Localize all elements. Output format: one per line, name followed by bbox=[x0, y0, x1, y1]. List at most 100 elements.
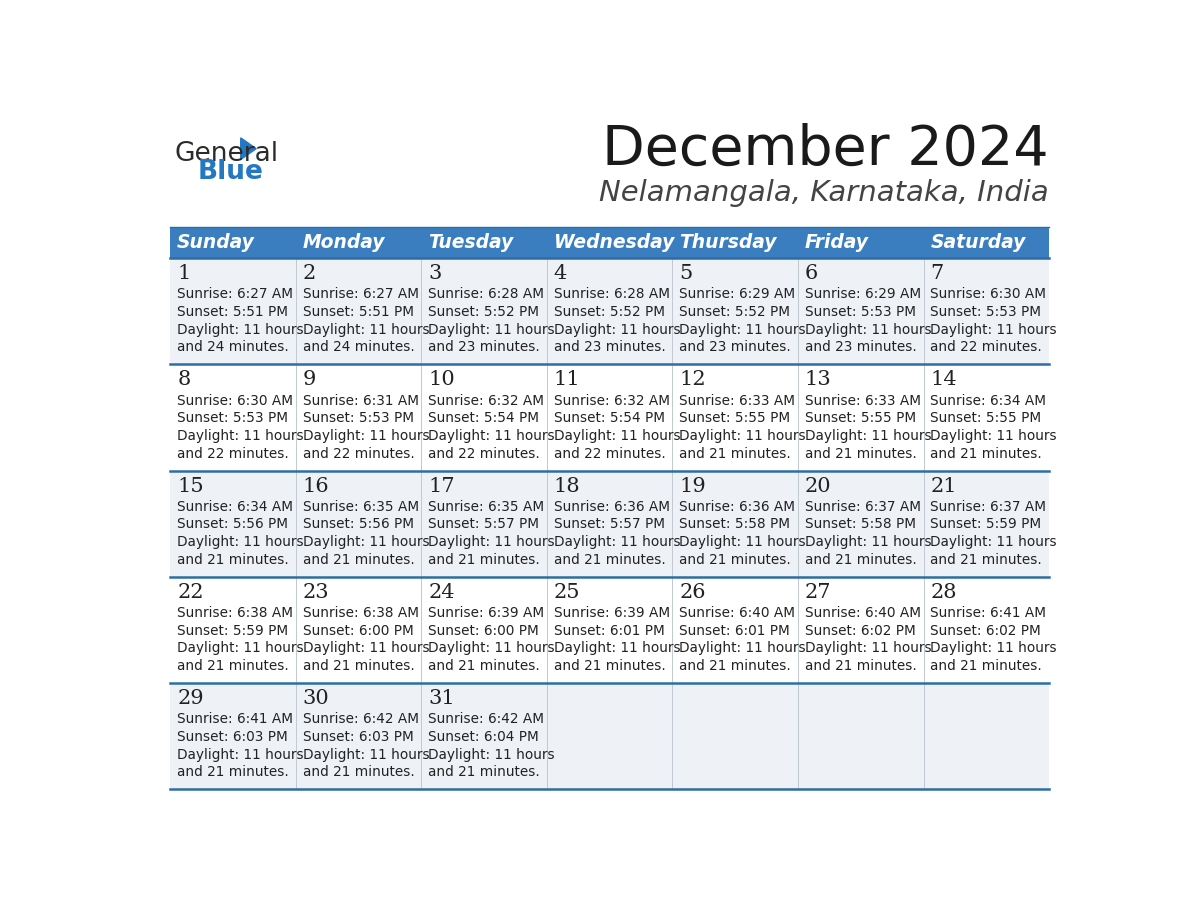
Text: Daylight: 11 hours: Daylight: 11 hours bbox=[429, 642, 555, 655]
Text: Daylight: 11 hours: Daylight: 11 hours bbox=[680, 535, 805, 549]
Text: 16: 16 bbox=[303, 476, 329, 496]
Text: 19: 19 bbox=[680, 476, 706, 496]
Text: 28: 28 bbox=[930, 583, 958, 602]
Text: Sunrise: 6:30 AM: Sunrise: 6:30 AM bbox=[930, 287, 1047, 301]
Text: Sunrise: 6:42 AM: Sunrise: 6:42 AM bbox=[429, 712, 544, 726]
Text: Daylight: 11 hours: Daylight: 11 hours bbox=[177, 429, 304, 443]
Text: 26: 26 bbox=[680, 583, 706, 602]
Text: Daylight: 11 hours: Daylight: 11 hours bbox=[303, 535, 429, 549]
Text: and 21 minutes.: and 21 minutes. bbox=[177, 766, 289, 779]
Text: 27: 27 bbox=[805, 583, 832, 602]
Text: General: General bbox=[175, 141, 278, 167]
Text: 23: 23 bbox=[303, 583, 329, 602]
Text: and 21 minutes.: and 21 minutes. bbox=[805, 447, 917, 461]
Bar bbox=[170, 471, 1049, 577]
Text: Sunrise: 6:38 AM: Sunrise: 6:38 AM bbox=[303, 606, 418, 620]
Text: Sunrise: 6:34 AM: Sunrise: 6:34 AM bbox=[930, 394, 1047, 408]
Text: Blue: Blue bbox=[197, 160, 264, 185]
Text: Daylight: 11 hours: Daylight: 11 hours bbox=[554, 535, 681, 549]
Text: Sunset: 5:57 PM: Sunset: 5:57 PM bbox=[429, 518, 539, 532]
Text: Sunset: 6:01 PM: Sunset: 6:01 PM bbox=[554, 623, 664, 638]
Text: and 24 minutes.: and 24 minutes. bbox=[177, 341, 289, 354]
Text: Daylight: 11 hours: Daylight: 11 hours bbox=[680, 429, 805, 443]
Text: Sunset: 5:52 PM: Sunset: 5:52 PM bbox=[680, 305, 790, 319]
Text: Sunrise: 6:37 AM: Sunrise: 6:37 AM bbox=[930, 499, 1047, 514]
Text: 6: 6 bbox=[805, 264, 819, 283]
Text: and 23 minutes.: and 23 minutes. bbox=[805, 341, 917, 354]
Text: and 21 minutes.: and 21 minutes. bbox=[177, 553, 289, 567]
Text: Sunrise: 6:30 AM: Sunrise: 6:30 AM bbox=[177, 394, 293, 408]
Text: Sunrise: 6:41 AM: Sunrise: 6:41 AM bbox=[930, 606, 1047, 620]
Text: 5: 5 bbox=[680, 264, 693, 283]
Text: 21: 21 bbox=[930, 476, 958, 496]
Text: Sunrise: 6:40 AM: Sunrise: 6:40 AM bbox=[680, 606, 796, 620]
Text: Sunrise: 6:28 AM: Sunrise: 6:28 AM bbox=[429, 287, 544, 301]
Text: Sunrise: 6:35 AM: Sunrise: 6:35 AM bbox=[303, 499, 419, 514]
Text: 15: 15 bbox=[177, 476, 204, 496]
Text: Sunrise: 6:35 AM: Sunrise: 6:35 AM bbox=[429, 499, 544, 514]
Text: Sunset: 6:04 PM: Sunset: 6:04 PM bbox=[429, 730, 539, 744]
Text: Daylight: 11 hours: Daylight: 11 hours bbox=[177, 535, 304, 549]
Text: Daylight: 11 hours: Daylight: 11 hours bbox=[930, 323, 1057, 337]
Text: 20: 20 bbox=[805, 476, 832, 496]
Bar bbox=[170, 227, 1049, 258]
Text: Daylight: 11 hours: Daylight: 11 hours bbox=[554, 642, 681, 655]
Bar bbox=[170, 683, 1049, 789]
Text: 10: 10 bbox=[429, 371, 455, 389]
Text: Sunday: Sunday bbox=[177, 233, 255, 252]
Text: and 21 minutes.: and 21 minutes. bbox=[303, 659, 415, 673]
Text: Sunrise: 6:34 AM: Sunrise: 6:34 AM bbox=[177, 499, 293, 514]
Text: 3: 3 bbox=[429, 264, 442, 283]
Text: and 22 minutes.: and 22 minutes. bbox=[554, 447, 665, 461]
Text: Daylight: 11 hours: Daylight: 11 hours bbox=[805, 323, 931, 337]
Polygon shape bbox=[241, 138, 257, 160]
Text: Daylight: 11 hours: Daylight: 11 hours bbox=[303, 642, 429, 655]
Text: Saturday: Saturday bbox=[930, 233, 1026, 252]
Text: Sunset: 6:00 PM: Sunset: 6:00 PM bbox=[303, 623, 413, 638]
Text: Daylight: 11 hours: Daylight: 11 hours bbox=[930, 535, 1057, 549]
Text: Sunrise: 6:28 AM: Sunrise: 6:28 AM bbox=[554, 287, 670, 301]
Text: Sunrise: 6:41 AM: Sunrise: 6:41 AM bbox=[177, 712, 293, 726]
Text: Sunset: 6:01 PM: Sunset: 6:01 PM bbox=[680, 623, 790, 638]
Text: 4: 4 bbox=[554, 264, 567, 283]
Text: Sunset: 5:52 PM: Sunset: 5:52 PM bbox=[429, 305, 539, 319]
Text: Daylight: 11 hours: Daylight: 11 hours bbox=[177, 748, 304, 762]
Text: 17: 17 bbox=[429, 476, 455, 496]
Text: 24: 24 bbox=[429, 583, 455, 602]
Text: Sunrise: 6:38 AM: Sunrise: 6:38 AM bbox=[177, 606, 293, 620]
Text: Sunset: 5:55 PM: Sunset: 5:55 PM bbox=[805, 411, 916, 425]
Text: 14: 14 bbox=[930, 371, 958, 389]
Text: Daylight: 11 hours: Daylight: 11 hours bbox=[805, 535, 931, 549]
Text: Daylight: 11 hours: Daylight: 11 hours bbox=[554, 323, 681, 337]
Text: 18: 18 bbox=[554, 476, 581, 496]
Text: Sunset: 5:51 PM: Sunset: 5:51 PM bbox=[303, 305, 413, 319]
Text: Sunset: 5:55 PM: Sunset: 5:55 PM bbox=[680, 411, 790, 425]
Text: Daylight: 11 hours: Daylight: 11 hours bbox=[930, 642, 1057, 655]
Text: 9: 9 bbox=[303, 371, 316, 389]
Text: Sunset: 5:54 PM: Sunset: 5:54 PM bbox=[429, 411, 539, 425]
Text: and 21 minutes.: and 21 minutes. bbox=[303, 553, 415, 567]
Text: Daylight: 11 hours: Daylight: 11 hours bbox=[429, 535, 555, 549]
Text: Sunrise: 6:40 AM: Sunrise: 6:40 AM bbox=[805, 606, 921, 620]
Text: Sunset: 5:59 PM: Sunset: 5:59 PM bbox=[177, 623, 289, 638]
Text: Friday: Friday bbox=[805, 233, 868, 252]
Text: and 22 minutes.: and 22 minutes. bbox=[429, 447, 541, 461]
Text: and 23 minutes.: and 23 minutes. bbox=[554, 341, 665, 354]
Text: Sunrise: 6:29 AM: Sunrise: 6:29 AM bbox=[805, 287, 921, 301]
Text: Sunset: 5:54 PM: Sunset: 5:54 PM bbox=[554, 411, 665, 425]
Text: Nelamangala, Karnataka, India: Nelamangala, Karnataka, India bbox=[599, 179, 1049, 207]
Text: Sunrise: 6:39 AM: Sunrise: 6:39 AM bbox=[429, 606, 544, 620]
Text: Daylight: 11 hours: Daylight: 11 hours bbox=[805, 642, 931, 655]
Text: and 21 minutes.: and 21 minutes. bbox=[680, 659, 791, 673]
Text: Sunset: 5:53 PM: Sunset: 5:53 PM bbox=[805, 305, 916, 319]
Text: Sunset: 6:02 PM: Sunset: 6:02 PM bbox=[930, 623, 1041, 638]
Text: Sunrise: 6:27 AM: Sunrise: 6:27 AM bbox=[303, 287, 418, 301]
Text: 30: 30 bbox=[303, 689, 329, 708]
Text: and 21 minutes.: and 21 minutes. bbox=[805, 553, 917, 567]
Text: and 21 minutes.: and 21 minutes. bbox=[429, 766, 541, 779]
Bar bbox=[170, 258, 1049, 364]
Text: 13: 13 bbox=[805, 371, 832, 389]
Text: Daylight: 11 hours: Daylight: 11 hours bbox=[680, 642, 805, 655]
Text: and 21 minutes.: and 21 minutes. bbox=[680, 553, 791, 567]
Text: Sunrise: 6:27 AM: Sunrise: 6:27 AM bbox=[177, 287, 293, 301]
